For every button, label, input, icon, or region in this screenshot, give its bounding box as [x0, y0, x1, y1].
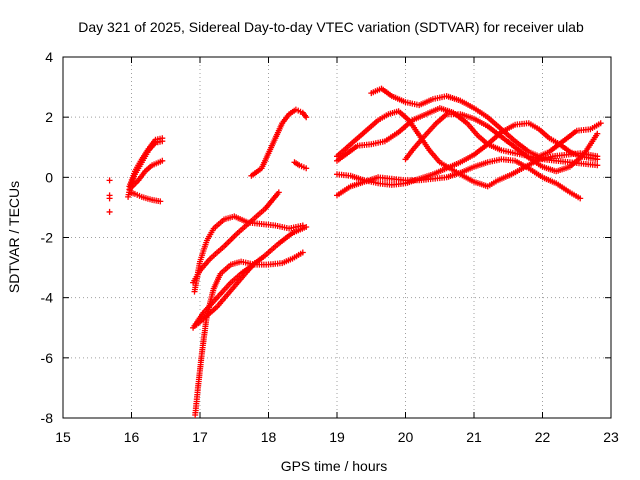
data-point — [106, 208, 113, 215]
y-tick-label: 4 — [45, 49, 53, 65]
data-points — [106, 85, 604, 418]
data-point — [106, 177, 113, 184]
data-point-trace — [192, 249, 306, 418]
x-tick-label: 19 — [329, 429, 345, 445]
y-tick-label: -8 — [41, 410, 54, 426]
series-track-m — [334, 108, 601, 190]
x-tick-labels: 15 16 17 18 19 20 21 22 23 — [55, 429, 619, 445]
y-axis-label: SDTVAR / TECUs — [6, 181, 22, 293]
x-tick-label: 17 — [192, 429, 208, 445]
data-point-trace — [368, 85, 604, 160]
x-tick-label: 20 — [398, 429, 414, 445]
y-tick-labels: -8 -6 -4 -2 0 2 4 — [41, 49, 54, 426]
series-track-e — [126, 189, 164, 205]
grid-lines — [63, 57, 611, 418]
y-tick-label: -6 — [41, 350, 54, 366]
series-track-h — [190, 189, 282, 286]
x-tick-label: 23 — [603, 429, 619, 445]
series-track-p — [334, 156, 584, 202]
x-axis-label: GPS time / hours — [281, 458, 388, 474]
y-tick-label: -2 — [41, 230, 54, 246]
data-point-trace — [334, 108, 601, 190]
series-track-l — [291, 159, 310, 172]
series-track-a — [106, 177, 113, 215]
data-point-trace — [190, 189, 282, 286]
y-tick-label: 0 — [45, 169, 53, 185]
series-track-k — [248, 106, 310, 179]
data-point-trace — [248, 106, 310, 179]
chart-title: Day 321 of 2025, Sidereal Day-to-day VTE… — [78, 19, 584, 35]
y-tick-label: 2 — [45, 109, 53, 125]
series-track-j — [193, 260, 258, 328]
data-point-trace — [193, 260, 258, 328]
series-track-f — [192, 249, 306, 418]
x-tick-label: 16 — [124, 429, 140, 445]
plot-frame — [62, 56, 612, 419]
x-tick-label: 22 — [535, 429, 551, 445]
data-point-trace — [334, 156, 584, 202]
data-point-trace — [291, 159, 310, 172]
x-tick-label: 18 — [261, 429, 277, 445]
series-track-q — [368, 85, 604, 160]
y-tick-label: -4 — [41, 290, 54, 306]
series-track-r — [402, 111, 601, 175]
data-point-trace — [402, 111, 601, 175]
x-tick-label: 15 — [55, 429, 71, 445]
data-point-trace — [126, 189, 164, 205]
x-tick-label: 21 — [466, 429, 482, 445]
data-point — [106, 195, 113, 202]
